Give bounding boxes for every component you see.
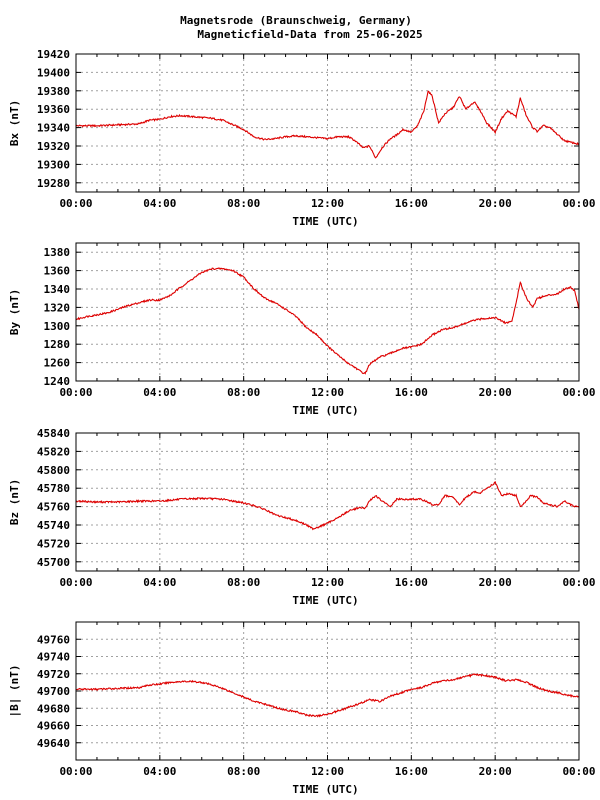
x-tick-label: 00:00 [59,576,92,589]
plot-frame [75,432,580,572]
x-tick-label: 04:00 [143,386,176,399]
x-tick-label: 08:00 [227,197,260,210]
x-tick-label: 16:00 [395,765,428,778]
x-tick-label: 04:00 [143,765,176,778]
y-tick-label: 45800 [37,464,70,477]
x-tick-label: 16:00 [395,576,428,589]
y-tick-label: 49700 [37,685,70,698]
y-tick-label: 49640 [37,737,70,750]
y-tick-label: 45840 [37,427,70,440]
x-tick-label: 04:00 [143,576,176,589]
x-tick-label: 00:00 [562,386,595,399]
y-axis-label: |B| (nT) [8,665,21,718]
y-tick-label: 45740 [37,519,70,532]
x-tick-label: 04:00 [143,197,176,210]
x-axis-label: TIME (UTC) [292,783,358,796]
y-tick-label: 45760 [37,501,70,514]
y-tick-label: 49760 [37,633,70,646]
y-tick-label: 19300 [37,158,70,171]
y-tick-label: 45720 [37,537,70,550]
x-tick-label: 08:00 [227,576,260,589]
panels-container: 00:00 04:00 08:00 12:00 16:00 20:00 00:00 19280… [8,48,596,796]
x-tick-label: 08:00 [227,765,260,778]
panel-1: 00:00 04:00 08:00 12:00 16:00 20:00 00:00 19280… [8,48,596,228]
x-tick-label: 00:00 [59,197,92,210]
y-axis-label: Bz (nT) [8,479,21,525]
y-tick-label: 45700 [37,556,70,569]
y-tick-label: 49720 [37,668,70,681]
x-tick-label: 12:00 [311,576,344,589]
x-tick-label: 20:00 [479,197,512,210]
data-trace [75,673,580,718]
y-tick-label: 1320 [44,301,71,314]
figure-title-line1: Magnetsrode (Braunschweig, Germany) [180,14,412,27]
plot-frame [75,621,580,761]
x-tick-label: 00:00 [562,765,595,778]
x-tick-label: 00:00 [59,386,92,399]
y-tick-label: 1280 [44,338,71,351]
panel-3: 00:00 04:00 08:00 12:00 16:00 20:00 00:00 45700… [8,427,596,607]
x-tick-label: 20:00 [479,765,512,778]
x-tick-label: 16:00 [395,197,428,210]
panel-4: 00:00 04:00 08:00 12:00 16:00 20:00 00:00 49640… [8,621,596,796]
x-tick-label: 00:00 [562,197,595,210]
figure-title-line2: Magneticfield-Data from 25-06-2025 [197,28,422,41]
x-tick-label: 20:00 [479,386,512,399]
x-tick-label: 00:00 [562,576,595,589]
x-tick-label: 12:00 [311,765,344,778]
y-axis-label: Bx (nT) [8,100,21,146]
panel-2: 00:00 04:00 08:00 12:00 16:00 20:00 00:0012401… [8,242,596,417]
y-tick-label: 45780 [37,482,70,495]
y-tick-label: 1300 [44,320,71,333]
y-axis-label: By (nT) [8,289,21,335]
x-axis-label: TIME (UTC) [292,594,358,607]
y-tick-label: 19380 [37,85,70,98]
y-tick-label: 49680 [37,702,70,715]
y-tick-label: 19340 [37,122,70,135]
y-tick-label: 19420 [37,48,70,61]
plot-frame [75,242,580,382]
y-tick-label: 49660 [37,720,70,733]
x-tick-label: 08:00 [227,386,260,399]
y-tick-label: 1360 [44,265,71,278]
plot-frame [75,53,580,193]
y-tick-label: 1240 [44,375,71,388]
x-axis-label: TIME (UTC) [292,404,358,417]
y-tick-label: 19280 [37,177,70,190]
y-tick-label: 1340 [44,283,71,296]
y-tick-label: 19360 [37,103,70,116]
x-tick-label: 16:00 [395,386,428,399]
data-trace [75,481,580,531]
y-tick-label: 1380 [44,246,71,259]
y-tick-label: 19320 [37,140,70,153]
y-tick-label: 1260 [44,357,71,370]
data-trace [75,90,580,159]
y-tick-label: 45820 [37,445,70,458]
data-trace [75,267,580,375]
x-tick-label: 20:00 [479,576,512,589]
x-axis-label: TIME (UTC) [292,215,358,228]
y-tick-label: 19400 [37,66,70,79]
x-tick-label: 12:00 [311,386,344,399]
x-tick-label: 00:00 [59,765,92,778]
x-tick-label: 12:00 [311,197,344,210]
y-tick-label: 49740 [37,651,70,664]
